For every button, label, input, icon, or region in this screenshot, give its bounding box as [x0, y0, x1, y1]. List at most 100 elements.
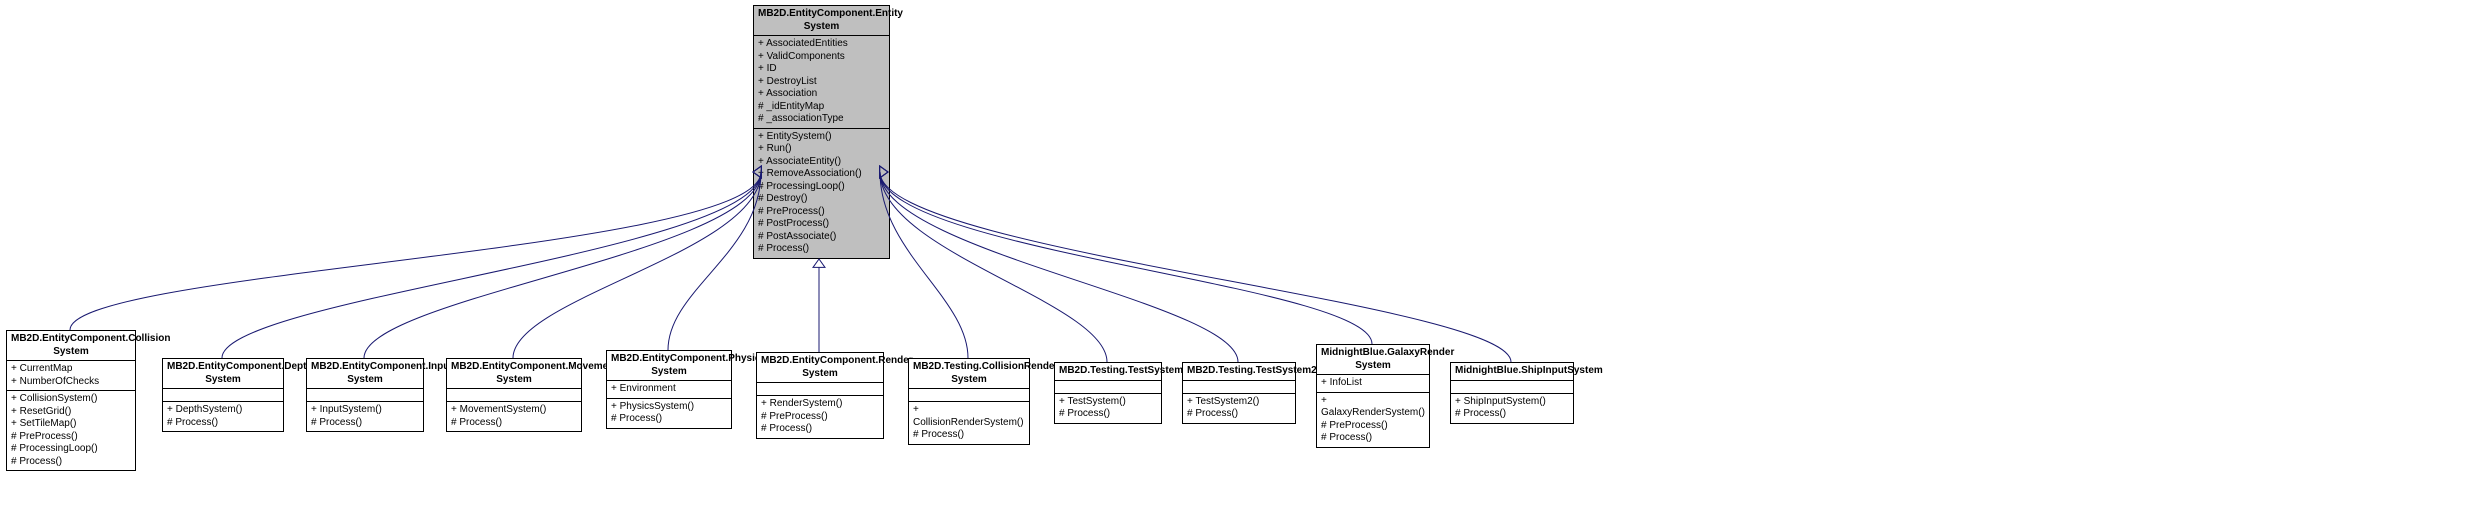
child-operations: + InputSystem()# Process() [307, 402, 423, 431]
child-title-l2: System [311, 374, 419, 387]
child-class-box-testsystem2: MB2D.Testing.TestSystem2 + TestSystem2()#… [1182, 362, 1296, 424]
child-operations: + DepthSystem()# Process() [163, 402, 283, 431]
parent-op: # PostAssociate() [758, 231, 885, 244]
child-operations: + TestSystem2()# Process() [1183, 394, 1295, 423]
child-op: + PhysicsSystem() [611, 401, 727, 414]
child-title: MB2D.EntityComponent.DepthSystem [163, 359, 283, 389]
child-title-l2: System [1321, 360, 1425, 373]
child-operations: + TestSystem()# Process() [1055, 394, 1161, 423]
child-attributes [447, 389, 581, 402]
parent-op: + RemoveAssociation() [758, 168, 885, 181]
child-op: + InputSystem() [311, 404, 419, 417]
child-title-l2: System [761, 368, 879, 381]
child-op: + ResetGrid() [11, 406, 131, 419]
child-title-l1: MB2D.EntityComponent.Depth [167, 361, 279, 374]
parent-attr: + ValidComponents [758, 51, 885, 64]
child-title: MB2D.EntityComponent.RenderSystem [757, 353, 883, 383]
parent-attr: + Association [758, 88, 885, 101]
child-op: # Process() [761, 423, 879, 436]
child-title-l2: System [11, 346, 131, 359]
child-title-l1: MB2D.Testing.TestSystem [1059, 365, 1157, 378]
child-op: + GalaxyRenderSystem() [1321, 395, 1425, 420]
child-op: # PreProcess() [11, 431, 131, 444]
child-class-box-physics: MB2D.EntityComponent.PhysicsSystem+ Envi… [606, 350, 732, 429]
parent-op: + Run() [758, 143, 885, 156]
child-title-l2: System [913, 374, 1025, 387]
child-attributes: + Environment [607, 381, 731, 399]
child-op: + RenderSystem() [761, 398, 879, 411]
child-op: # Process() [1321, 432, 1425, 445]
child-title-l1: MB2D.Testing.CollisionRender [913, 361, 1025, 374]
child-title-l1: MidnightBlue.ShipInputSystem [1455, 365, 1569, 378]
child-op: # Process() [11, 456, 131, 469]
child-operations: + RenderSystem()# PreProcess()# Process(… [757, 396, 883, 438]
child-attributes: + CurrentMap+ NumberOfChecks [7, 361, 135, 391]
parent-attr: + DestroyList [758, 76, 885, 89]
child-op: # Process() [1455, 408, 1569, 421]
child-class-box-render: MB2D.EntityComponent.RenderSystem + Rende… [756, 352, 884, 439]
child-attr: + CurrentMap [11, 363, 131, 376]
child-attributes [909, 389, 1029, 402]
child-op: # Process() [451, 417, 577, 430]
child-title-l2: System [167, 374, 279, 387]
child-op: # Process() [913, 429, 1025, 442]
child-attributes [1055, 381, 1161, 394]
parent-op: + AssociateEntity() [758, 156, 885, 169]
child-attr: + InfoList [1321, 377, 1425, 390]
child-op: # PreProcess() [1321, 420, 1425, 433]
child-op: # Process() [611, 413, 727, 426]
child-title: MB2D.Testing.TestSystem [1055, 363, 1161, 381]
child-title: MB2D.EntityComponent.PhysicsSystem [607, 351, 731, 381]
child-op: # PreProcess() [761, 411, 879, 424]
parent-operations: + EntitySystem()+ Run()+ AssociateEntity… [754, 129, 889, 258]
child-class-box-testsystem: MB2D.Testing.TestSystem + TestSystem()# P… [1054, 362, 1162, 424]
child-title-l1: MB2D.EntityComponent.Movement [451, 361, 577, 374]
inheritance-edges [0, 0, 2480, 512]
child-title-l1: MB2D.EntityComponent.Collision [11, 333, 131, 346]
child-class-box-movement: MB2D.EntityComponent.MovementSystem + Mov… [446, 358, 582, 432]
parent-title-l1: MB2D.EntityComponent.Entity [758, 8, 885, 21]
child-title-l1: MB2D.Testing.TestSystem2 [1187, 365, 1291, 378]
child-operations: + PhysicsSystem()# Process() [607, 399, 731, 428]
child-title-l1: MB2D.EntityComponent.Render [761, 355, 879, 368]
child-class-box-input: MB2D.EntityComponent.InputSystem + InputS… [306, 358, 424, 432]
child-operations: + CollisionRenderSystem()# Process() [909, 402, 1029, 444]
parent-attr: # _idEntityMap [758, 101, 885, 114]
parent-attributes: + AssociatedEntities+ ValidComponents+ I… [754, 36, 889, 129]
child-class-box-galaxyrender: MidnightBlue.GalaxyRenderSystem + InfoLis… [1316, 344, 1430, 448]
child-title-l2: System [451, 374, 577, 387]
child-title-l2: System [611, 366, 727, 379]
child-operations: + CollisionSystem()+ ResetGrid()+ SetTil… [7, 391, 135, 470]
child-title: MB2D.Testing.CollisionRenderSystem [909, 359, 1029, 389]
child-class-box-collisionrender: MB2D.Testing.CollisionRenderSystem + Coll… [908, 358, 1030, 445]
child-attributes [757, 383, 883, 396]
child-title-l1: MB2D.EntityComponent.Physics [611, 353, 727, 366]
child-title-l1: MidnightBlue.GalaxyRender [1321, 347, 1425, 360]
parent-op: + EntitySystem() [758, 131, 885, 144]
child-op: + DepthSystem() [167, 404, 279, 417]
child-op: + TestSystem() [1059, 396, 1157, 409]
child-title: MB2D.Testing.TestSystem2 [1183, 363, 1295, 381]
child-attributes [307, 389, 423, 402]
child-op: # Process() [1059, 408, 1157, 421]
child-attr: + NumberOfChecks [11, 376, 131, 389]
child-title: MB2D.EntityComponent.InputSystem [307, 359, 423, 389]
parent-attr: + AssociatedEntities [758, 38, 885, 51]
child-class-box-collision: MB2D.EntityComponent.CollisionSystem+ Cu… [6, 330, 136, 471]
child-op: + MovementSystem() [451, 404, 577, 417]
child-attributes [1183, 381, 1295, 394]
parent-op: # ProcessingLoop() [758, 181, 885, 194]
parent-op: # PostProcess() [758, 218, 885, 231]
parent-title-l2: System [758, 21, 885, 34]
parent-title: MB2D.EntityComponent.Entity System [754, 6, 889, 36]
child-op: + CollisionRenderSystem() [913, 404, 1025, 429]
parent-op: # Process() [758, 243, 885, 256]
child-title: MB2D.EntityComponent.CollisionSystem [7, 331, 135, 361]
child-operations: + ShipInputSystem()# Process() [1451, 394, 1573, 423]
child-attributes [163, 389, 283, 402]
child-title: MidnightBlue.GalaxyRenderSystem [1317, 345, 1429, 375]
parent-attr: + ID [758, 63, 885, 76]
child-title: MidnightBlue.ShipInputSystem [1451, 363, 1573, 381]
child-op: + ShipInputSystem() [1455, 396, 1569, 409]
parent-op: # Destroy() [758, 193, 885, 206]
